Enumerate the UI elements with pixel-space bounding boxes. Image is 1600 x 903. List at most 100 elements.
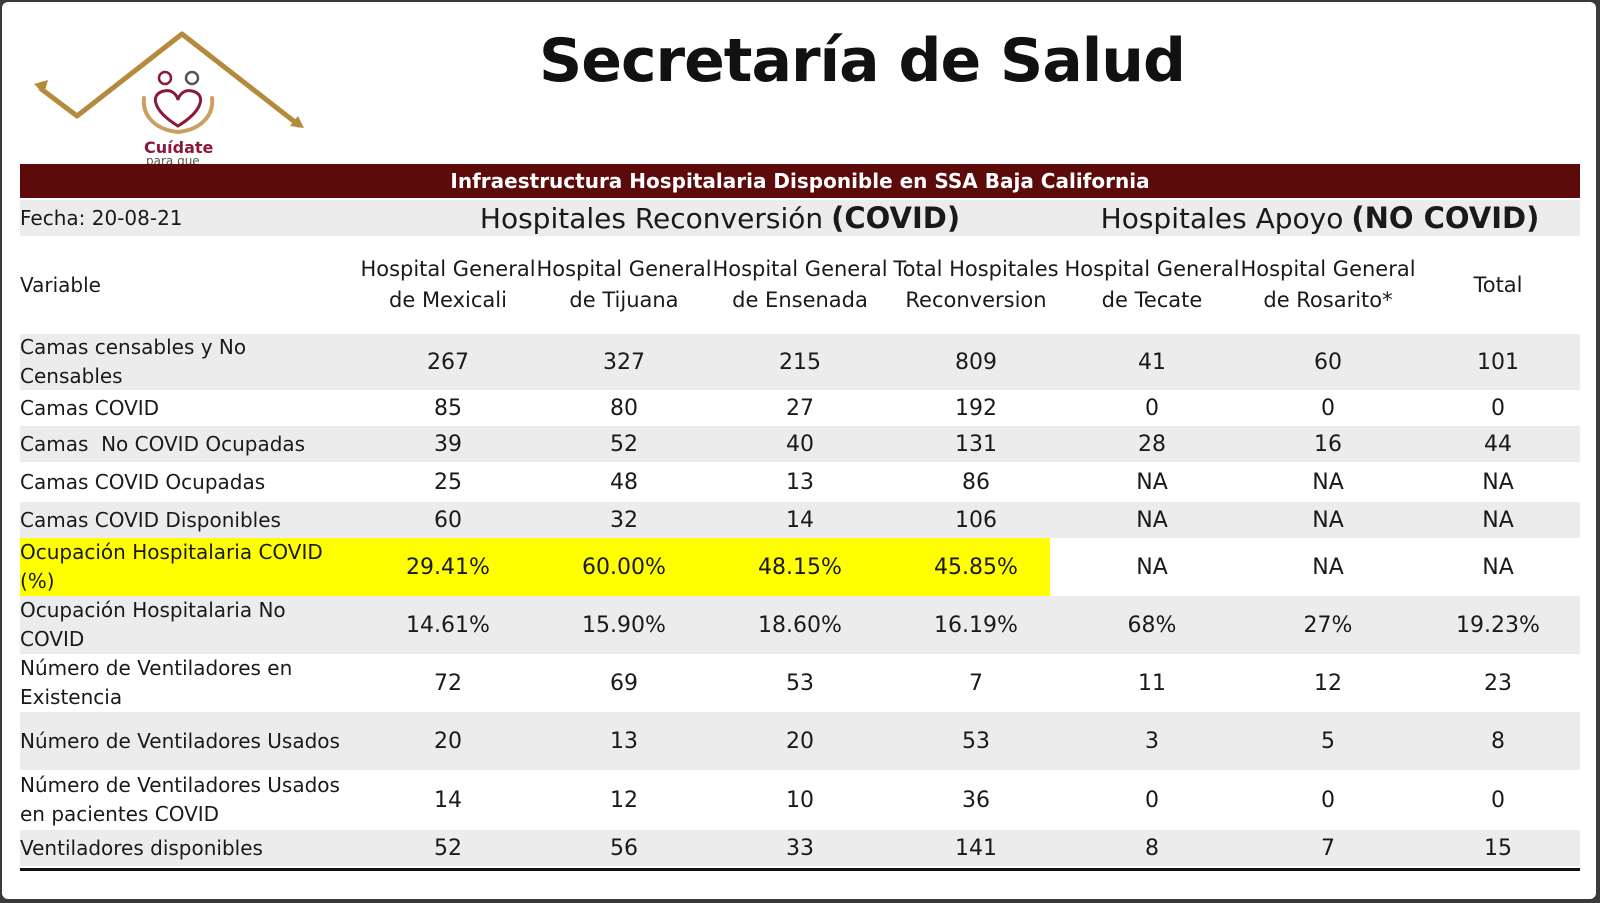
table-cell: 85 [434,395,462,421]
table-cell: 13 [610,728,638,754]
logo-text: Cuídate [144,138,214,157]
date-label: Fecha: 20-08-21 [20,206,183,230]
table-row: Camas No COVID Ocupadas 39 52 40 131 28 … [20,426,1580,462]
table-cell: 27 [786,395,814,421]
table-cell: 56 [610,835,638,861]
table-row: Número de Ventiladores Usados 20 13 20 5… [20,712,1580,770]
table-cell: 68% [1127,612,1177,638]
table-cell: 53 [786,670,814,696]
table-cell: NA [1312,469,1344,495]
table-cell: 72 [434,670,462,696]
table-cell: 106 [955,507,997,533]
table-cell: 5 [1321,728,1335,754]
table-cell: 23 [1484,670,1512,696]
table-cell: 20 [786,728,814,754]
table-cell: NA [1482,469,1514,495]
group-covid-tag: (COVID) [831,201,961,235]
table-cell: 14 [786,507,814,533]
row-label: Camas COVID Disponibles [20,507,281,532]
row-label: Camas COVID Ocupadas [20,469,266,494]
house-hands-icon [34,31,304,134]
group-covid-header: Hospitales Reconversión (COVID) [440,200,1000,236]
table-row: Ocupación Hospitalaria No COVID 14.61% 1… [20,596,1580,654]
table-cell: 10 [786,787,814,813]
logo-subtext: para que [146,156,200,164]
table-cell: 52 [610,431,638,457]
table-row: Número de Ventiladores en Existencia 72 … [20,654,1580,712]
table-cell: 0 [1491,787,1505,813]
table-cell: NA [1136,554,1168,580]
table-cell: 131 [955,431,997,457]
table-cell: 28 [1138,431,1166,457]
table-cell: 52 [434,835,462,861]
page-title: Secretaría de Salud [539,26,1186,96]
table-cell: 33 [786,835,814,861]
table-cell: 7 [1321,835,1335,861]
table-cell: 16 [1314,431,1342,457]
column-header: Total [1473,272,1523,297]
row-label: Camas censables y No Censables [20,335,247,388]
table-row: Camas censables y No Censables 267 327 2… [20,334,1580,390]
row-label: Camas No COVID Ocupadas [20,431,306,456]
table-cell: 7 [969,670,983,696]
table-cell: 53 [962,728,990,754]
cuidate-logo: Cuídate para que [32,28,322,164]
table-cell: 15 [1484,835,1512,861]
table-cell: 13 [786,469,814,495]
table-cell: 809 [955,349,997,375]
table-cell: 19.23% [1456,612,1540,638]
table-cell: 0 [1145,395,1159,421]
group-header-row: Fecha: 20-08-21 Hospitales Reconversión … [20,200,1580,236]
table-cell: NA [1312,507,1344,533]
row-label: Ventiladores disponibles [20,835,263,860]
table-cell: 86 [962,469,990,495]
table-banner: Infraestructura Hospitalaria Disponible … [20,164,1580,198]
table-cell: 15.90% [582,612,666,638]
table-cell: 14 [434,787,462,813]
table-bottom-rule [20,868,1580,871]
table-cell: 11 [1138,670,1166,696]
table-cell: NA [1482,554,1514,580]
table-cell: NA [1312,554,1344,580]
table-cell: 0 [1145,787,1159,813]
table-cell: NA [1136,469,1168,495]
table-cell: 20 [434,728,462,754]
table-row: Camas COVID Disponibles 60 32 14 106 NA … [20,502,1580,538]
table-cell: 48.15% [758,554,842,580]
column-header: Hospital General de Tijuana [536,257,712,312]
table-cell: 8 [1491,728,1505,754]
group-non-covid-label: Hospitales Apoyo [1100,201,1344,235]
table-cell: 36 [962,787,990,813]
table-cell: 45.85% [934,554,1018,580]
table-cell: 27% [1303,612,1353,638]
column-header: Total Hospitales Reconversion [893,257,1059,312]
table-cell: 69 [610,670,638,696]
table-cell: 29.41% [406,554,490,580]
group-non-covid-header: Hospitales Apoyo (NO COVID) [1060,200,1580,236]
row-label: Camas COVID [20,395,160,420]
row-label: Número de Ventiladores Usados en pacient… [20,773,340,826]
table-cell: 48 [610,469,638,495]
table-cell: 12 [610,787,638,813]
table-cell: NA [1482,507,1514,533]
table-cell: 80 [610,395,638,421]
row-label: Número de Ventiladores Usados [20,728,340,753]
table-cell: 44 [1484,431,1512,457]
table-cell: 215 [779,349,821,375]
highlight-band [20,538,1050,596]
table-cell: 60 [1314,349,1342,375]
column-header-row: Variable Hospital General de Mexicali Ho… [20,236,1580,334]
row-label: Ocupación Hospitalaria COVID (%) [20,540,323,593]
column-header: Hospital General de Mexicali [360,257,536,312]
group-covid-label: Hospitales Reconversión [479,201,824,235]
table-cell: 16.19% [934,612,1018,638]
table-row: Camas COVID 85 80 27 192 0 0 0 [20,390,1580,426]
table-row: Camas COVID Ocupadas 25 48 13 86 NA NA N… [20,462,1580,502]
table-cell: 0 [1491,395,1505,421]
table-cell: NA [1136,507,1168,533]
table-cell: 39 [434,431,462,457]
table-cell: 40 [786,431,814,457]
table-row: Ventiladores disponibles 52 56 33 141 8 … [20,830,1580,866]
table-cell: 25 [434,469,462,495]
table-cell: 14.61% [406,612,490,638]
